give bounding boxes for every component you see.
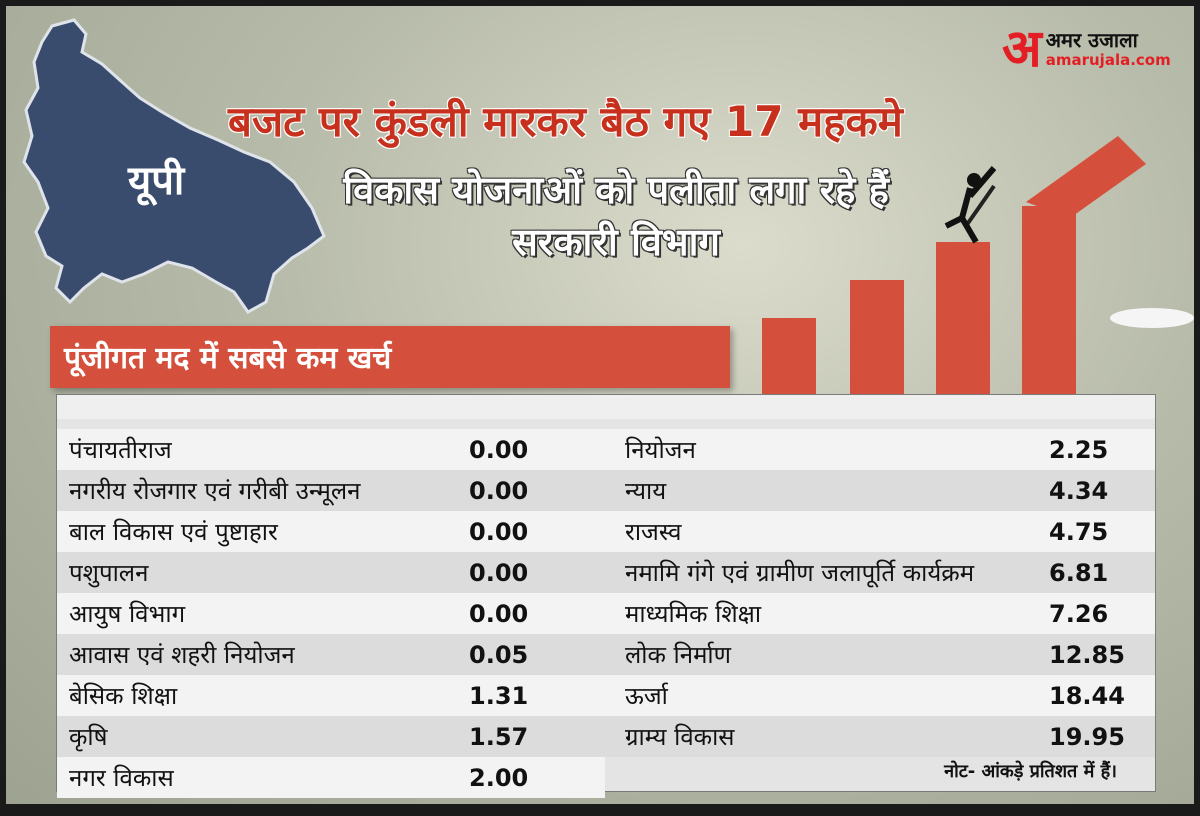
table-row: राजस्व 4.75	[605, 511, 1155, 552]
row-value: 18.44	[1049, 681, 1125, 710]
hammer-handle	[964, 184, 996, 228]
table-row: आयुष विभाग 0.00	[57, 593, 605, 634]
chart-bar-4	[1022, 206, 1076, 396]
table-row: बाल विकास एवं पुष्टाहार 0.00	[57, 511, 605, 552]
chart-bar-1	[762, 318, 816, 396]
row-value: 2.25	[1049, 435, 1109, 464]
row-label: बाल विकास एवं पुष्टाहार	[69, 518, 278, 546]
chart-bar-3	[936, 242, 990, 396]
row-value: 0.00	[469, 517, 529, 546]
row-value: 4.34	[1049, 476, 1109, 505]
table-row: नगर विकास 2.00	[57, 757, 605, 798]
row-value: 0.00	[469, 476, 529, 505]
section-title: पूंजीगत मद में सबसे कम खर्च	[64, 341, 392, 376]
row-label: पशुपालन	[69, 559, 149, 587]
row-label: कृषि	[69, 723, 108, 751]
row-value: 0.00	[469, 599, 529, 628]
row-label: लोक निर्माण	[625, 641, 732, 669]
row-value: 6.81	[1049, 558, 1109, 587]
broken-bar-top	[1026, 136, 1146, 218]
row-label: माध्यमिक शिक्षा	[625, 600, 762, 628]
table-row: ग्राम्य विकास 19.95	[605, 716, 1155, 757]
row-value: 7.26	[1049, 599, 1109, 628]
chart-bar-2	[850, 280, 904, 396]
row-label: पंचायतीराज	[69, 436, 172, 464]
row-label: नमामि गंगे एवं ग्रामीण जलापूर्ति कार्यक्…	[625, 559, 975, 587]
row-label: आवास एवं शहरी नियोजन	[69, 641, 295, 669]
cloud-icon	[1110, 308, 1194, 328]
table-left-column: पंचायतीराज 0.00 नगरीय रोजगार एवं गरीबी उन…	[57, 429, 605, 798]
logo-mark: अ	[1002, 19, 1042, 79]
table-row: बेसिक शिक्षा 1.31	[57, 675, 605, 716]
row-label: बेसिक शिक्षा	[69, 682, 178, 710]
table-row: न्याय 4.34	[605, 470, 1155, 511]
headline: बजट पर कुंडली मारकर बैठ गए 17 महकमे	[228, 97, 903, 146]
row-value: 12.85	[1049, 640, 1125, 669]
table-row: लोक निर्माण 12.85	[605, 634, 1155, 675]
row-value: 0.05	[469, 640, 529, 669]
row-value: 0.00	[469, 435, 529, 464]
map-label: यूपी	[127, 157, 186, 206]
row-label: ऊर्जा	[625, 682, 668, 710]
row-label: राजस्व	[625, 518, 682, 546]
table-top-band	[57, 395, 1155, 419]
row-value: 2.00	[469, 763, 529, 792]
section-header: पूंजीगत मद में सबसे कम खर्च	[50, 326, 730, 388]
amar-ujala-logo: अ अमर उजाला amarujala.com	[1002, 20, 1186, 78]
row-value: 4.75	[1049, 517, 1109, 546]
row-value: 1.31	[469, 681, 529, 710]
up-map-icon: यूपी	[22, 18, 326, 314]
table-row: ऊर्जा 18.44	[605, 675, 1155, 716]
table-row: नियोजन 2.25	[605, 429, 1155, 470]
row-label: नगर विकास	[69, 764, 174, 792]
logo-url: amarujala.com	[1045, 51, 1171, 69]
logo-hindi: अमर उजाला	[1045, 28, 1138, 52]
row-label: नियोजन	[625, 436, 696, 464]
logo-text: अमर उजाला amarujala.com	[1046, 29, 1171, 69]
row-value: 19.95	[1049, 722, 1125, 751]
row-value: 0.00	[469, 558, 529, 587]
infographic: यूपी अ अमर उजाला amarujala.com बजट पर कु…	[6, 6, 1194, 804]
table-row: आवास एवं शहरी नियोजन 0.05	[57, 634, 605, 675]
growth-chart-illustration	[762, 136, 1194, 396]
footnote: नोट- आंकड़े प्रतिशत में हैं।	[944, 761, 1117, 782]
table-right-column: नियोजन 2.25 न्याय 4.34 राजस्व 4.75 नमामि गं…	[605, 429, 1155, 757]
subheadline: विकास योजनाओं को पलीता लगा रहे हैं सरकार…	[343, 168, 889, 264]
row-label: आयुष विभाग	[69, 600, 186, 628]
table-row: पशुपालन 0.00	[57, 552, 605, 593]
table-row: नमामि गंगे एवं ग्रामीण जलापूर्ति कार्यक्…	[605, 552, 1155, 593]
table-row: नगरीय रोजगार एवं गरीबी उन्मूलन 0.00	[57, 470, 605, 511]
row-label: न्याय	[625, 477, 667, 505]
table-row: कृषि 1.57	[57, 716, 605, 757]
worker-body	[944, 166, 997, 244]
spending-table: पंचायतीराज 0.00 नगरीय रोजगार एवं गरीबी उन…	[56, 394, 1156, 798]
row-value: 1.57	[469, 722, 529, 751]
row-label: नगरीय रोजगार एवं गरीबी उन्मूलन	[69, 477, 361, 505]
table-row: माध्यमिक शिक्षा 7.26	[605, 593, 1155, 634]
row-label: ग्राम्य विकास	[625, 723, 735, 751]
table-row: पंचायतीराज 0.00	[57, 429, 605, 470]
